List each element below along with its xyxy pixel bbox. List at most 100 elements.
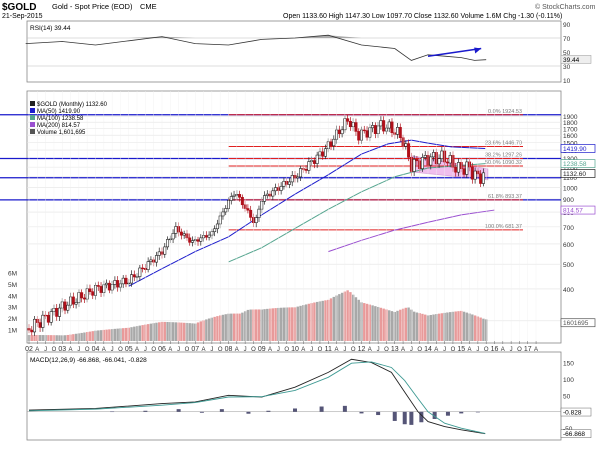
volume-bar <box>133 326 136 341</box>
candle-body <box>440 150 444 159</box>
volume-bar <box>33 335 36 341</box>
right-value-label: 1601695 <box>563 320 589 327</box>
exchange-label: CME <box>140 2 157 11</box>
volume-bar <box>116 328 119 341</box>
volume-bar <box>266 308 269 341</box>
volume-bar <box>41 335 45 341</box>
candle-body <box>462 168 466 175</box>
price-legend-entry: MA(50) 1419.90 <box>37 109 81 115</box>
volume-bar <box>188 323 191 341</box>
price-legend-entry: MA(100) 1238.58 <box>37 116 84 122</box>
volume-bar <box>58 335 61 341</box>
date-tick-label: 10 <box>291 346 299 353</box>
macd-value-label: -0.828 <box>563 410 582 417</box>
macd-signal-line <box>28 361 486 434</box>
date-tick-label: A <box>69 347 73 353</box>
volume-bar <box>246 309 250 341</box>
date-tick-label: 14 <box>424 346 432 353</box>
volume-bar <box>388 310 391 341</box>
candle-body <box>329 141 333 147</box>
legend-swatch <box>30 129 35 134</box>
candle-body <box>337 129 341 135</box>
candle-body <box>171 233 175 240</box>
volume-bar <box>155 322 158 341</box>
rsi-value-label: 39.44 <box>563 57 580 64</box>
candle-body <box>91 291 95 296</box>
fibonacci-label: 23.6% 1446.70 <box>485 140 522 146</box>
volume-bar <box>205 319 208 341</box>
candle-body <box>279 185 283 191</box>
volume-bar <box>122 328 125 341</box>
candle-body <box>46 314 50 323</box>
date-tick-label: 06 <box>158 346 166 353</box>
legend-swatch <box>30 101 35 106</box>
volume-bar <box>288 307 291 341</box>
volume-bar <box>124 327 128 341</box>
macd-histogram-bar <box>419 411 424 423</box>
quote-line: Open 1133.60 High 1147.30 Low 1097.70 Cl… <box>283 13 562 20</box>
volume-bar <box>88 331 92 341</box>
volume-bar <box>379 307 383 341</box>
price-tick-label: 1000 <box>563 185 578 192</box>
macd-histogram-bar <box>219 409 224 412</box>
candle-body <box>141 267 145 270</box>
volume-bar <box>396 310 399 341</box>
price-tick-label: 1500 <box>563 140 578 147</box>
candle-body <box>179 231 183 236</box>
right-value-box <box>560 205 596 215</box>
volume-bar <box>315 301 319 341</box>
volume-bar <box>354 297 358 341</box>
candle-body <box>213 228 217 233</box>
date-tick-label: 09 <box>258 346 266 353</box>
candle-body <box>238 194 242 198</box>
price-tick-label: 1200 <box>563 165 578 172</box>
price-tick-label: 1700 <box>563 127 578 134</box>
volume-bar <box>462 311 466 341</box>
candle-body <box>49 311 53 323</box>
volume-bar <box>91 331 94 341</box>
macd-tick-label: 50 <box>563 393 571 400</box>
candle-body <box>265 193 269 196</box>
candle-body <box>221 211 225 217</box>
date-tick-label: J <box>310 347 313 353</box>
right-value-box <box>560 144 596 153</box>
price-tick-label: 1800 <box>563 120 578 127</box>
volume-bar <box>130 327 133 341</box>
volume-bar <box>437 313 441 341</box>
fibonacci-label: 61.8% 893.37 <box>488 194 522 200</box>
volume-bar <box>282 307 286 341</box>
right-value-box <box>560 159 596 168</box>
volume-bar <box>457 311 460 341</box>
volume-bar <box>448 312 452 341</box>
volume-bar <box>440 313 444 341</box>
volume-bar <box>182 322 186 341</box>
date-tick-label: A <box>135 347 139 353</box>
date-tick-label: A <box>401 347 405 353</box>
candle-body <box>130 274 134 284</box>
right-value-label: 1132.60 <box>563 171 586 178</box>
date-tick-label: A <box>235 347 239 353</box>
macd-histogram-bar <box>143 410 148 412</box>
date-tick-label: O <box>384 347 389 353</box>
volume-bar <box>274 308 277 341</box>
fibonacci-label: 0.0% 1924.53 <box>488 109 522 115</box>
candle-body <box>121 277 125 285</box>
macd-histogram-bar <box>432 411 437 419</box>
candle-body <box>423 155 427 158</box>
candle-body <box>454 166 458 173</box>
volume-bar <box>38 335 42 341</box>
volume-tick-label: 2M <box>8 316 17 323</box>
date-tick-label: O <box>284 347 289 353</box>
price-tick-label: 1600 <box>563 133 578 140</box>
date-tick-label: 07 <box>191 346 199 353</box>
rsi-trend-arrow <box>427 47 482 57</box>
candle-body <box>448 155 452 164</box>
date-tick-label: 16 <box>491 346 499 353</box>
fibonacci-label: 38.2% 1297.26 <box>485 153 522 159</box>
date-tick-label: A <box>168 347 172 353</box>
volume-bar <box>166 322 169 341</box>
volume-bar <box>446 312 449 341</box>
date-tick-label: A <box>368 347 372 353</box>
date-tick-label: O <box>218 347 223 353</box>
candle-body <box>415 159 419 162</box>
